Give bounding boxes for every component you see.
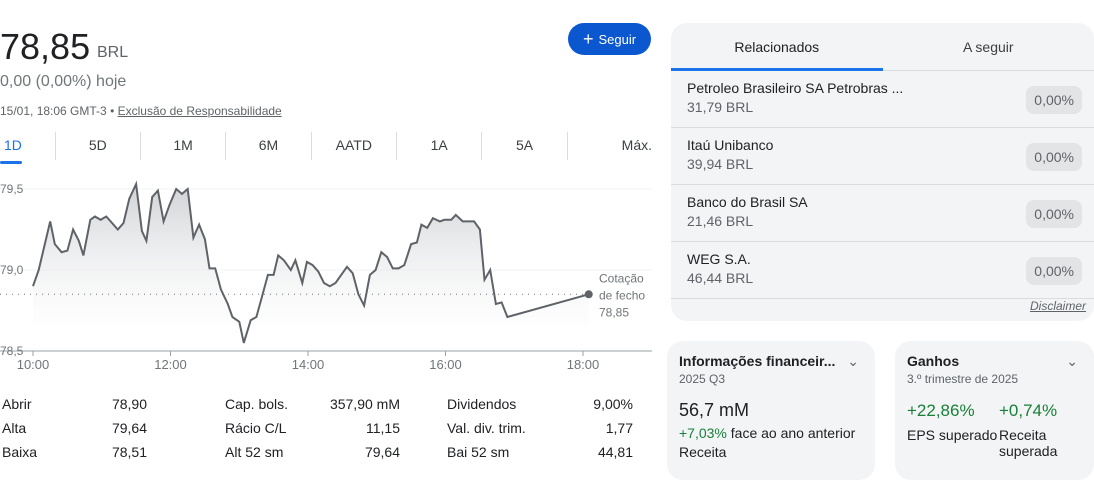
stat-row: Rácio C/L 11,15 bbox=[225, 419, 400, 443]
stat-row: Val. div. trim. 1,77 bbox=[447, 419, 633, 443]
price-chart[interactable]: 79,5 79,0 78,510:00 12:00 14:00 16:00 18:00 Cot… bbox=[0, 170, 660, 380]
tab-1d[interactable]: 1D bbox=[0, 132, 55, 164]
stat-row: Cap. bols. 357,90 mM bbox=[225, 395, 400, 419]
stat-value: 78,51 bbox=[111, 444, 147, 460]
tab-following[interactable]: A seguir bbox=[962, 39, 1014, 55]
stat-label: Baixa bbox=[2, 444, 38, 460]
eps-label: EPS superado bbox=[907, 427, 998, 443]
tab-6m[interactable]: 6M bbox=[225, 132, 310, 160]
stat-label: Dividendos bbox=[447, 396, 517, 412]
tab-5y[interactable]: 5A bbox=[481, 132, 566, 160]
tab-max[interactable]: Máx. bbox=[566, 132, 652, 160]
stat-value: 1,77 bbox=[605, 420, 633, 436]
x-tick-label: 10:00 bbox=[17, 357, 50, 372]
close-label: 78,85 bbox=[599, 305, 629, 319]
stat-label: Bai 52 sm bbox=[447, 444, 510, 460]
follow-button[interactable]: + Seguir bbox=[568, 23, 651, 55]
tab-ytd[interactable]: AATD bbox=[310, 132, 396, 160]
stat-value: 79,64 bbox=[364, 444, 400, 460]
stat-value: 44,81 bbox=[597, 444, 633, 460]
stats-col-3: Dividendos 9,00% Val. div. trim. 1,77 Bai 52… bbox=[447, 395, 633, 467]
revenue-label: Receita bbox=[679, 444, 727, 460]
related-item[interactable]: Banco do Brasil SA 21,46 BRL 0,00% bbox=[671, 185, 1094, 242]
disclaimer-link[interactable]: Disclaimer bbox=[1029, 299, 1086, 313]
stat-row: Alta 79,64 bbox=[2, 419, 147, 443]
y-tick-label: 78,5 bbox=[0, 344, 24, 358]
related-change-badge: 0,00% bbox=[1026, 143, 1082, 171]
stat-value: 9,00% bbox=[593, 396, 633, 412]
revenue-change-text: face ao ano anterior bbox=[730, 425, 856, 441]
earnings-card[interactable]: Ganhos 3.º trimestre de 2025 ⌄ +22,86% EP… bbox=[895, 341, 1094, 480]
related-change-badge: 0,00% bbox=[1026, 86, 1082, 114]
related-change-badge: 0,00% bbox=[1026, 257, 1082, 285]
stat-label: Val. div. trim. bbox=[447, 420, 526, 436]
disclaimer-link[interactable]: Exclusão de Responsabilidade bbox=[117, 104, 282, 118]
x-tick-label: 18:00 bbox=[567, 357, 600, 372]
tab-5d[interactable]: 5D bbox=[54, 132, 140, 160]
y-tick-label: 79,5 bbox=[0, 182, 24, 196]
stat-row: Bai 52 sm 44,81 bbox=[447, 443, 633, 467]
financials-card[interactable]: Informações financeir... 2025 Q3 ⌄ 56,7 … bbox=[667, 341, 875, 480]
related-name: Petroleo Brasileiro SA Petrobras ... bbox=[687, 80, 904, 96]
related-name: Itaú Unibanco bbox=[687, 137, 774, 153]
related-item[interactable]: WEG S.A. 46,44 BRL 0,00% bbox=[671, 242, 1094, 299]
range-tabs: 1D 5D 1M 6M AATD 1A 5A Máx. bbox=[0, 132, 652, 164]
y-tick-label: 79,0 bbox=[0, 263, 24, 277]
tab-related[interactable]: Relacionados bbox=[671, 23, 883, 71]
tab-1m[interactable]: 1M bbox=[139, 132, 225, 160]
related-name: WEG S.A. bbox=[687, 251, 751, 267]
related-item[interactable]: Itaú Unibanco 39,94 BRL 0,00% bbox=[671, 128, 1094, 185]
x-tick-label: 14:00 bbox=[292, 357, 325, 372]
stats-col-1: Abrir 78,90 Alta 79,64 Baixa 78,51 bbox=[2, 395, 147, 467]
stat-value: 78,90 bbox=[111, 396, 147, 412]
stat-label: Alta bbox=[2, 420, 27, 436]
stat-row: Baixa 78,51 bbox=[2, 443, 147, 467]
x-tick-label: 12:00 bbox=[154, 357, 187, 372]
close-label: de fecho bbox=[599, 288, 645, 302]
plus-icon: + bbox=[582, 29, 594, 49]
stat-label: Abrir bbox=[2, 396, 32, 412]
stat-row: Alt 52 sm 79,64 bbox=[225, 443, 400, 467]
related-change-badge: 0,00% bbox=[1026, 200, 1082, 228]
x-tick-label: 16:00 bbox=[429, 357, 462, 372]
stat-label: Cap. bols. bbox=[225, 396, 289, 412]
timestamp: 15/01, 18:06 GMT-3 • bbox=[0, 104, 115, 118]
stat-value: 357,90 mM bbox=[329, 396, 400, 412]
chevron-down-icon[interactable]: ⌄ bbox=[1066, 353, 1078, 369]
stat-row: Dividendos 9,00% bbox=[447, 395, 633, 419]
revenue-change: +7,03% bbox=[679, 425, 727, 441]
current-price: 78,85 bbox=[0, 26, 91, 67]
related-price: 46,44 BRL bbox=[687, 270, 754, 286]
tab-1y[interactable]: 1A bbox=[395, 132, 481, 160]
revenue-beat-label: Receita superada bbox=[999, 427, 1058, 459]
chevron-down-icon[interactable]: ⌄ bbox=[847, 353, 859, 369]
follow-label: Seguir bbox=[598, 31, 637, 47]
related-name: Banco do Brasil SA bbox=[687, 194, 808, 210]
revenue-value: 56,7 mM bbox=[679, 400, 750, 420]
price-line bbox=[32, 180, 589, 344]
financials-period: 2025 Q3 bbox=[679, 372, 726, 386]
earnings-period: 3.º trimestre de 2025 bbox=[907, 372, 1019, 386]
related-price: 21,46 BRL bbox=[687, 213, 754, 229]
related-panel: Relacionados A seguir Petroleo Brasileir… bbox=[671, 23, 1094, 321]
stat-label: Rácio C/L bbox=[225, 420, 287, 436]
stat-row: Abrir 78,90 bbox=[2, 395, 147, 419]
related-item[interactable]: Petroleo Brasileiro SA Petrobras ... 31,7… bbox=[671, 71, 1094, 128]
related-price: 39,94 BRL bbox=[687, 156, 754, 172]
eps-value: +22,86% bbox=[907, 401, 975, 420]
stat-value: 79,64 bbox=[111, 420, 147, 436]
close-point bbox=[584, 290, 593, 299]
currency: BRL bbox=[97, 44, 129, 61]
financials-title: Informações financeir... bbox=[679, 353, 836, 369]
revenue-beat-value: +0,74% bbox=[999, 401, 1058, 420]
earnings-title: Ganhos bbox=[907, 353, 960, 369]
related-price: 31,79 BRL bbox=[687, 99, 754, 115]
price-change: 0,00 (0,00%) hoje bbox=[0, 73, 127, 90]
stat-value: 11,15 bbox=[366, 420, 400, 436]
price-area bbox=[33, 184, 589, 343]
stats-col-2: Cap. bols. 357,90 mM Rácio C/L 11,15 Alt 52 … bbox=[225, 395, 400, 467]
quote-meta: 15/01, 18:06 GMT-3 • Exclusão de Respons… bbox=[0, 104, 282, 118]
close-label: Cotação bbox=[599, 271, 644, 285]
stat-label: Alt 52 sm bbox=[225, 444, 284, 460]
